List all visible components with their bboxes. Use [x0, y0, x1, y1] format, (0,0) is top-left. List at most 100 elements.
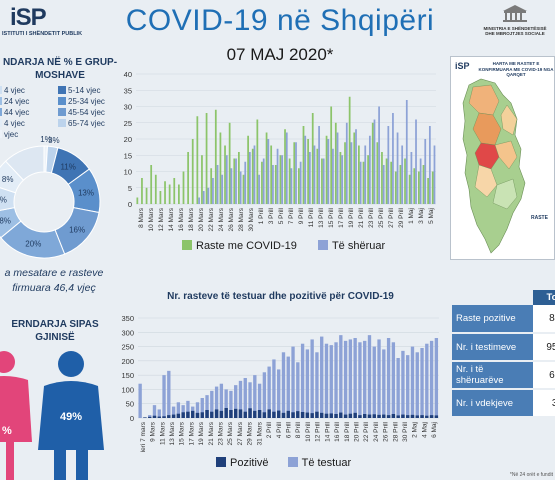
bar-cases	[251, 148, 254, 204]
stats-header-total: Total	[532, 290, 555, 305]
bar-positive-front	[324, 413, 329, 418]
bar-tested	[181, 405, 185, 418]
y-tick-label: 100	[121, 385, 134, 394]
male-pct: 49%	[60, 411, 82, 423]
bar-recovered	[433, 145, 436, 204]
bar-cases	[293, 142, 296, 204]
x-tick-label: 20 Mars	[198, 207, 205, 231]
bar-recovered	[378, 106, 380, 204]
bar-recovered	[428, 126, 431, 204]
x-tick-label: 6 Maj	[431, 422, 438, 438]
bar-recovered	[424, 139, 427, 204]
bar-positive-front	[148, 416, 152, 418]
bar-tested	[386, 338, 391, 418]
bar-cases	[367, 155, 369, 204]
legend-label-tested: Të testuar	[301, 457, 352, 469]
bar-positive-front	[243, 411, 247, 418]
age-legend-label: 65-74 vjec	[68, 119, 105, 128]
bar-recovered	[419, 158, 422, 204]
bar-positive-front	[267, 409, 271, 418]
bar-cases	[381, 152, 383, 204]
bar-cases	[224, 145, 226, 204]
bar-positive-front	[181, 412, 185, 418]
tests-chart-title: Nr. rasteve të testuar dhe pozitivë për …	[167, 291, 394, 302]
bar-tested	[343, 340, 348, 418]
x-tick-label: 29 Prill	[398, 207, 405, 227]
bar-recovered	[244, 161, 247, 204]
bar-recovered	[332, 148, 334, 204]
donut-label: 13%	[78, 189, 94, 198]
donut-label: 1%	[40, 135, 52, 144]
bar-cases	[191, 139, 194, 204]
bar-cases	[302, 126, 305, 204]
average-age-line1: a mesatare e rasteve	[4, 267, 104, 279]
y-tick-label: 150	[121, 371, 134, 380]
x-tick-label: 2 Maj	[412, 422, 419, 438]
bar-cases	[316, 148, 319, 204]
bar-recovered	[415, 119, 417, 204]
age-legend-item: 65-74 vjec	[58, 119, 105, 128]
bar-tested	[415, 352, 419, 418]
bar-tested	[406, 355, 410, 418]
bar-tested	[372, 346, 376, 418]
x-tick-label: 2 Prill	[266, 421, 273, 438]
bar-positive-front	[296, 411, 300, 418]
bar-cases	[270, 145, 273, 204]
bar-cases	[261, 161, 263, 204]
y-tick-label: 35	[124, 86, 132, 95]
bar-cases	[141, 178, 143, 204]
bar-tested	[339, 335, 343, 418]
report-date: 07 MAJ 2020*	[226, 45, 334, 64]
age-legend-label: 45-54 vjec	[68, 108, 105, 117]
y-tick-label: 50	[126, 400, 134, 409]
bar-cases	[362, 161, 365, 204]
bar-cases	[228, 122, 231, 204]
bar-positive-front	[367, 414, 372, 418]
x-tick-label: 17 Mars	[188, 421, 195, 445]
bar-recovered	[364, 145, 367, 204]
stat-value-deaths: 31	[532, 389, 555, 418]
bar-recovered	[322, 158, 325, 204]
bar-recovered	[341, 155, 344, 204]
bar-cases	[399, 165, 402, 204]
bar-cases	[196, 116, 199, 204]
bar-positive-front	[291, 412, 295, 418]
bar-recovered	[198, 197, 200, 204]
age-legend-swatch	[0, 130, 2, 138]
y-tick-label: 10	[124, 168, 132, 177]
donut-label: 8%	[0, 195, 7, 204]
bar-tested	[195, 402, 200, 418]
gender-figures: % 49%	[0, 351, 104, 480]
bar-cases	[168, 184, 171, 204]
bar-cases	[274, 165, 277, 204]
bar-recovered	[396, 132, 399, 204]
bar-recovered	[253, 145, 256, 204]
bar-recovered	[202, 191, 205, 204]
y-tick-label: 200	[121, 357, 134, 366]
y-tick-label: 250	[121, 343, 134, 352]
x-tick-label: 9 Prill	[298, 207, 305, 224]
bar-cases	[238, 152, 240, 204]
age-legend-item: vjec	[0, 130, 18, 139]
x-tick-label: 25 Mars	[227, 421, 234, 445]
y-tick-label: 0	[130, 414, 134, 423]
stats-header-blank	[452, 290, 533, 305]
bar-tested	[229, 390, 233, 418]
bar-cases	[233, 158, 236, 204]
x-tick-label: 30 Mars	[248, 207, 255, 231]
bar-recovered	[368, 135, 371, 204]
stat-label-deaths: Nr. i vdekjeve	[452, 389, 533, 418]
x-tick-label: 30 Prill	[402, 421, 409, 441]
bar-tested	[176, 402, 181, 418]
bar-cases	[334, 122, 337, 204]
page-title: COVID-19 në Shqipëri	[125, 4, 435, 37]
bar-positive-front	[195, 412, 200, 418]
bar-positive-front	[167, 415, 171, 418]
bar-recovered	[304, 135, 307, 204]
age-legend-item: 25-34 vjec	[58, 97, 105, 106]
bar-tested	[348, 339, 353, 418]
bar-tested	[224, 389, 228, 418]
bar-cases	[348, 96, 351, 204]
bar-recovered	[295, 142, 297, 204]
x-tick-label: 21 Mars	[208, 421, 215, 445]
